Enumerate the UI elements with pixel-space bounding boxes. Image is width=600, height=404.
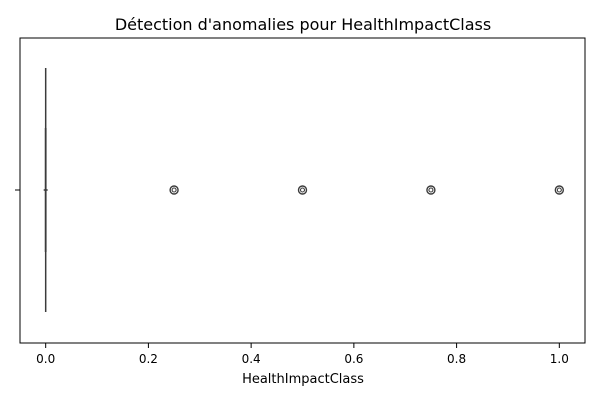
marks-layer <box>43 68 565 312</box>
x-tick-label: 0.4 <box>242 352 261 366</box>
x-tick-label: 1.0 <box>550 352 569 366</box>
outlier-point <box>426 185 436 195</box>
x-tick-label: 0.0 <box>36 352 55 366</box>
outlier-point <box>297 185 308 195</box>
outlier-point-inner <box>428 187 434 193</box>
outlier-point-inner <box>556 187 562 193</box>
chart-title: Détection d'anomalies pour HealthImpactC… <box>115 15 491 34</box>
plot-frame <box>19 37 586 344</box>
outlier-point <box>169 185 179 195</box>
x-tick-label: 0.2 <box>139 352 158 366</box>
x-tick-label: 0.8 <box>447 352 466 366</box>
outlier-point <box>554 185 565 195</box>
outlier-point-inner <box>299 187 306 193</box>
x-axis-label: HealthImpactClass <box>242 372 364 387</box>
outlier-point-inner <box>171 187 177 193</box>
x-tick-label: 0.6 <box>344 352 363 366</box>
x-axis: 0.0 0.2 0.4 0.6 0.8 1.0 <box>36 343 569 366</box>
